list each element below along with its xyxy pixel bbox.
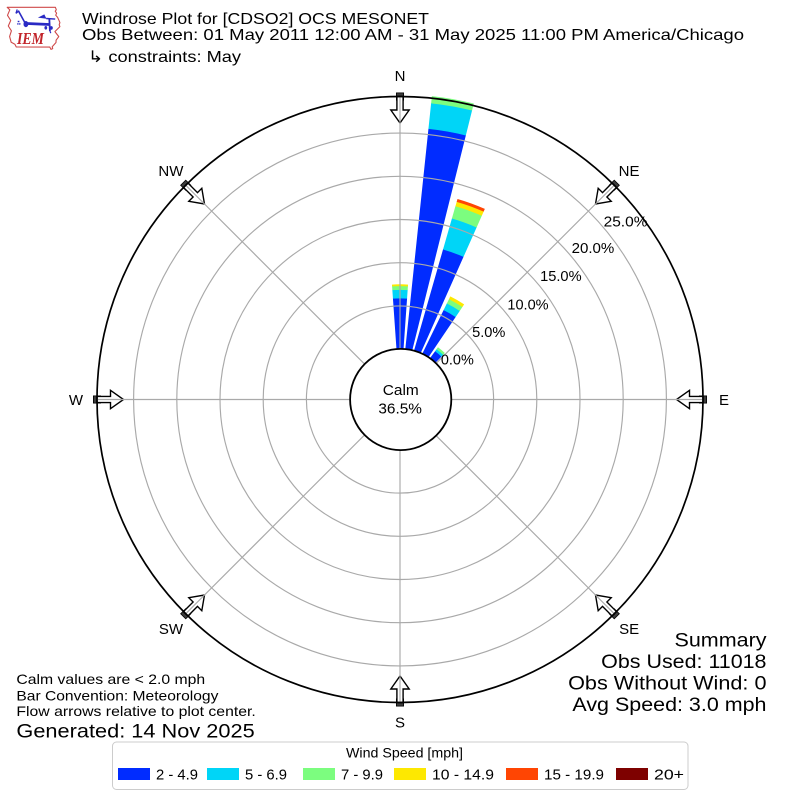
- svg-text:10.0%: 10.0%: [507, 298, 548, 314]
- svg-text:SW: SW: [159, 621, 184, 638]
- svg-text:0.0%: 0.0%: [441, 352, 474, 368]
- svg-text:W: W: [69, 392, 84, 409]
- svg-text:↳ constraints: May: ↳ constraints: May: [88, 49, 241, 66]
- svg-text:Wind Speed [mph]: Wind Speed [mph]: [346, 745, 463, 761]
- svg-text:IEM: IEM: [16, 29, 45, 48]
- svg-text:5 - 6.9: 5 - 6.9: [245, 767, 287, 784]
- svg-text:7 - 9.9: 7 - 9.9: [341, 767, 383, 784]
- svg-text:36.5%: 36.5%: [378, 401, 422, 418]
- svg-text:Bar Convention: Meteorology: Bar Convention: Meteorology: [16, 688, 218, 704]
- svg-text:15 - 19.9: 15 - 19.9: [544, 767, 604, 784]
- svg-text:2 - 4.9: 2 - 4.9: [156, 767, 198, 784]
- svg-text:N: N: [395, 68, 406, 85]
- svg-text:Obs Between: 01 May 2011 12:00: Obs Between: 01 May 2011 12:00 AM - 31 M…: [82, 27, 744, 44]
- svg-text:Summary: Summary: [675, 631, 768, 652]
- svg-text:10 - 14.9: 10 - 14.9: [432, 767, 494, 784]
- svg-text:5.0%: 5.0%: [472, 325, 505, 341]
- svg-text:25.0%: 25.0%: [604, 214, 648, 230]
- svg-text:15.0%: 15.0%: [540, 269, 582, 285]
- svg-text:E: E: [719, 392, 729, 409]
- svg-text:Calm values are < 2.0 mph: Calm values are < 2.0 mph: [16, 671, 205, 687]
- svg-text:SE: SE: [619, 621, 639, 638]
- svg-text:Obs Without Wind: 0: Obs Without Wind: 0: [568, 674, 766, 695]
- svg-text:Generated: 14 Nov 2025: Generated: 14 Nov 2025: [16, 721, 254, 743]
- svg-text:Obs Used: 11018: Obs Used: 11018: [601, 652, 766, 673]
- svg-text:Windrose Plot for [CDSO2] OCS: Windrose Plot for [CDSO2] OCS MESONET: [82, 11, 429, 28]
- svg-text:Calm: Calm: [383, 382, 419, 399]
- svg-text:NE: NE: [619, 163, 640, 180]
- svg-text:Flow arrows relative to plot c: Flow arrows relative to plot center.: [16, 703, 255, 719]
- svg-text:S: S: [395, 714, 405, 731]
- svg-text:20.0%: 20.0%: [572, 241, 615, 257]
- svg-text:Avg Speed: 3.0 mph: Avg Speed: 3.0 mph: [572, 695, 766, 716]
- svg-text:NW: NW: [158, 163, 184, 180]
- svg-text:20+: 20+: [654, 767, 684, 784]
